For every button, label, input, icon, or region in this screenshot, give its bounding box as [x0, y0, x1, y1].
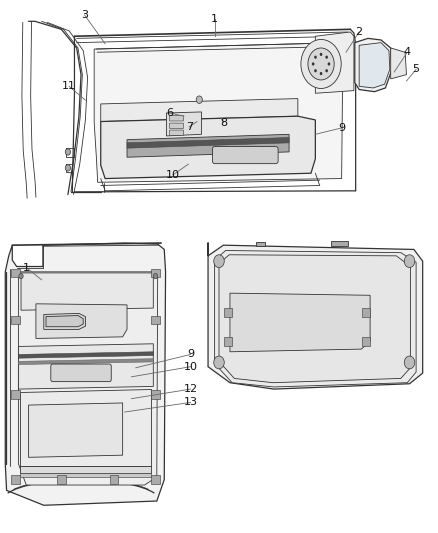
Polygon shape [315, 32, 354, 93]
Bar [224, 308, 232, 317]
Circle shape [328, 62, 330, 66]
Circle shape [325, 69, 328, 72]
Polygon shape [94, 43, 343, 182]
Bar [224, 337, 232, 346]
Circle shape [320, 53, 322, 56]
Circle shape [65, 149, 71, 155]
Text: 10: 10 [166, 170, 180, 180]
Bar [151, 390, 160, 399]
Polygon shape [18, 352, 153, 358]
Text: 5: 5 [413, 64, 420, 74]
FancyBboxPatch shape [212, 147, 278, 164]
Circle shape [404, 255, 415, 268]
Polygon shape [359, 43, 390, 88]
Polygon shape [101, 99, 298, 122]
Circle shape [65, 165, 71, 171]
Text: 8: 8 [220, 118, 227, 127]
Polygon shape [230, 293, 370, 352]
FancyBboxPatch shape [170, 123, 184, 128]
Circle shape [314, 55, 317, 59]
Polygon shape [331, 241, 348, 246]
Text: 3: 3 [81, 10, 88, 20]
Bar [11, 316, 20, 324]
Text: 2: 2 [356, 27, 363, 37]
Bar [151, 269, 160, 277]
Bar [11, 269, 20, 277]
Circle shape [214, 255, 224, 268]
FancyBboxPatch shape [51, 364, 111, 382]
Polygon shape [219, 255, 410, 383]
Circle shape [196, 96, 202, 103]
Circle shape [404, 356, 415, 369]
Polygon shape [28, 403, 123, 457]
Circle shape [19, 273, 23, 279]
Text: 12: 12 [184, 384, 198, 394]
Polygon shape [20, 466, 151, 473]
Text: 4: 4 [404, 47, 411, 57]
Polygon shape [20, 473, 151, 477]
Polygon shape [44, 313, 85, 329]
Text: 9: 9 [338, 123, 345, 133]
Text: 7: 7 [186, 122, 193, 132]
Text: 1: 1 [23, 263, 30, 272]
Polygon shape [101, 116, 315, 179]
Polygon shape [256, 242, 265, 246]
Bar [362, 308, 370, 317]
Polygon shape [20, 389, 151, 466]
Bar [151, 316, 160, 324]
Text: 11: 11 [62, 82, 76, 91]
Polygon shape [166, 112, 201, 136]
FancyBboxPatch shape [170, 116, 184, 121]
Circle shape [320, 72, 322, 75]
Text: 13: 13 [184, 398, 198, 407]
Bar [110, 475, 118, 484]
Circle shape [312, 62, 314, 66]
Polygon shape [46, 316, 83, 327]
Polygon shape [21, 273, 153, 310]
Text: 10: 10 [184, 362, 198, 372]
Polygon shape [127, 134, 289, 157]
Circle shape [214, 356, 224, 369]
Polygon shape [18, 272, 158, 485]
Circle shape [325, 55, 328, 59]
Circle shape [301, 39, 341, 88]
Circle shape [308, 48, 334, 80]
Polygon shape [127, 138, 289, 148]
Bar [11, 475, 20, 484]
Text: 9: 9 [187, 350, 194, 359]
Text: 6: 6 [166, 108, 173, 118]
Polygon shape [18, 344, 153, 389]
Polygon shape [18, 359, 153, 365]
Circle shape [153, 273, 158, 279]
Bar [57, 475, 66, 484]
Polygon shape [391, 48, 406, 79]
Circle shape [314, 69, 317, 72]
Text: 1: 1 [211, 14, 218, 23]
Polygon shape [355, 38, 392, 92]
Bar [362, 337, 370, 346]
Polygon shape [36, 304, 127, 338]
Bar [151, 475, 160, 484]
Polygon shape [215, 251, 416, 387]
FancyBboxPatch shape [170, 130, 184, 135]
Polygon shape [5, 243, 166, 505]
Bar [11, 390, 20, 399]
Polygon shape [208, 243, 423, 389]
